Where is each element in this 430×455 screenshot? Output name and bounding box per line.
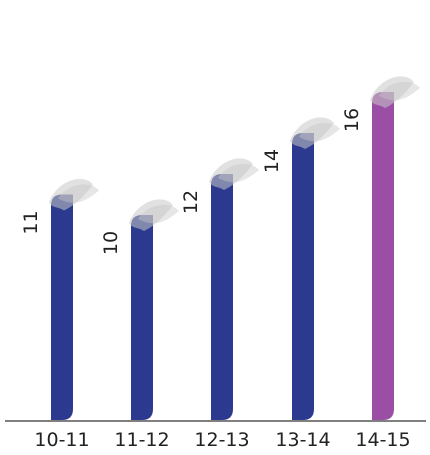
- x-tick-label: 13-14: [275, 429, 330, 451]
- value-label: 10: [100, 231, 122, 255]
- bar-body: [211, 174, 233, 420]
- bar-12-13: [209, 158, 259, 420]
- x-tick-label: 14-15: [355, 429, 410, 451]
- bar-10-11: [49, 178, 99, 420]
- bar-ribbon-decoration: [129, 199, 173, 231]
- bars-layer: [49, 76, 420, 420]
- labels-layer: 11 10-11 10 11-12 12 12-13 14 13-14 16 14-15: [20, 108, 411, 451]
- value-label: 16: [341, 108, 363, 132]
- bar-body: [372, 92, 394, 420]
- bar-ribbon-decoration: [290, 117, 334, 149]
- bar-ribbon-decoration: [209, 158, 253, 190]
- bar-ribbon-fold: [299, 122, 340, 142]
- value-label: 12: [180, 190, 202, 214]
- x-tick-label: 12-13: [194, 429, 249, 451]
- bar-ribbon-decoration: [370, 76, 414, 108]
- bar-ribbon-fold: [58, 184, 99, 203]
- bar-ribbon-fold: [379, 81, 420, 101]
- bar-13-14: [290, 117, 340, 420]
- bar-14-15: [370, 76, 420, 420]
- value-label: 14: [261, 149, 283, 173]
- value-label: 11: [20, 210, 42, 234]
- bar-11-12: [129, 199, 179, 420]
- bar-ribbon-fold: [138, 204, 179, 224]
- bar-ribbon-fold: [218, 163, 259, 183]
- bar-body: [51, 194, 73, 420]
- bar-body: [131, 215, 153, 420]
- x-tick-label: 10-11: [34, 429, 89, 451]
- x-tick-label: 11-12: [114, 429, 169, 451]
- bar-ribbon-decoration: [49, 178, 93, 211]
- bar-body: [292, 133, 314, 420]
